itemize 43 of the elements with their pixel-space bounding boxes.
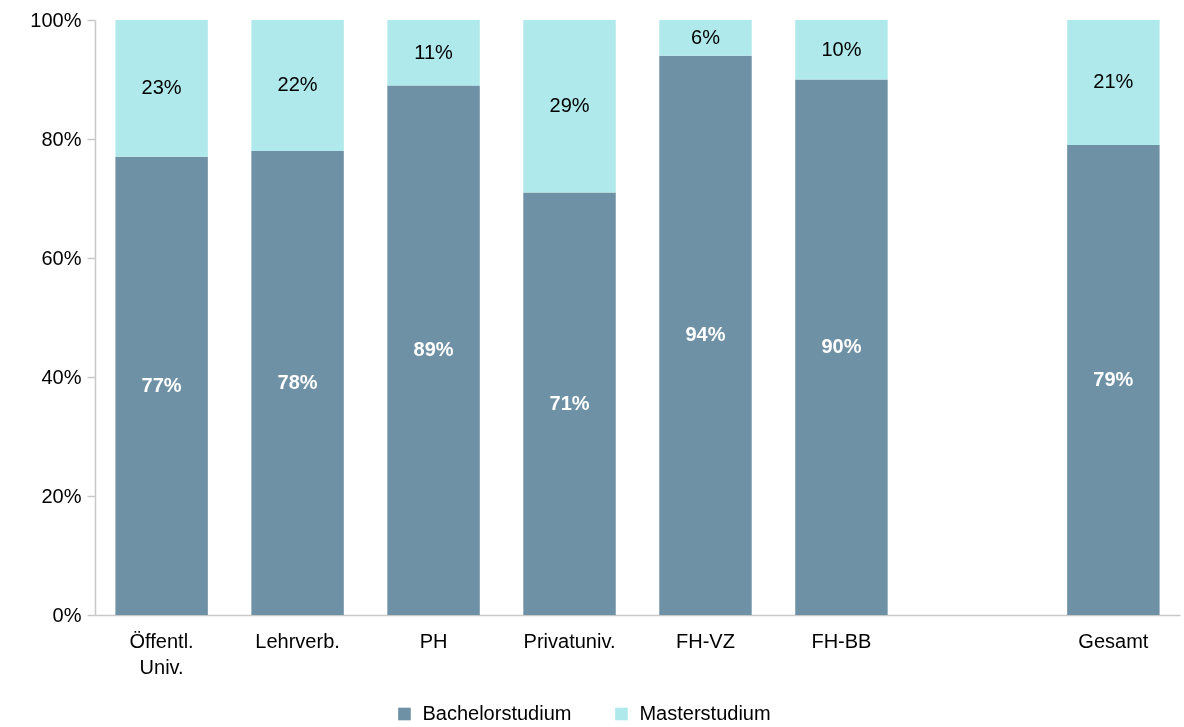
x-tick-label: Gesamt xyxy=(1078,629,1149,652)
bar xyxy=(659,20,752,56)
bar xyxy=(795,79,888,615)
x-tick-label: Privatuniv. xyxy=(523,629,616,652)
legend-label: Masterstudium xyxy=(639,702,771,724)
y-tick-label: 0% xyxy=(52,603,82,626)
y-tick-label: 100% xyxy=(30,8,82,31)
bar xyxy=(1067,144,1160,615)
x-tick-label: Öffentl. Univ. xyxy=(129,629,194,678)
y-tick-label: 60% xyxy=(41,246,82,269)
x-tick-label: FH-VZ xyxy=(676,629,735,652)
legend-label: Bachelorstudium xyxy=(422,702,572,724)
bar xyxy=(659,55,752,615)
data-label: 10% xyxy=(821,37,862,60)
data-label: 89% xyxy=(413,338,454,361)
x-tick-label: PH xyxy=(419,629,448,652)
bar xyxy=(387,85,480,615)
bar xyxy=(523,192,616,615)
y-tick-label: 40% xyxy=(41,365,82,388)
data-label: 6% xyxy=(691,25,721,48)
bar xyxy=(115,20,208,157)
bar xyxy=(387,20,480,86)
data-label: 23% xyxy=(141,76,182,99)
y-tick-label: 20% xyxy=(41,484,82,507)
data-label: 29% xyxy=(549,94,590,117)
x-tick-label: FH-BB xyxy=(811,629,872,652)
data-label: 77% xyxy=(141,373,182,396)
data-label: 21% xyxy=(1093,70,1134,93)
data-label: 94% xyxy=(685,323,726,346)
bar xyxy=(1067,20,1160,145)
bar xyxy=(523,20,616,193)
data-label: 90% xyxy=(821,335,862,358)
data-label: 79% xyxy=(1093,367,1134,390)
bar xyxy=(251,150,344,615)
data-label: 71% xyxy=(549,391,590,414)
x-tick-label: Lehrverb. xyxy=(255,629,340,652)
y-tick-label: 80% xyxy=(41,127,82,150)
bar xyxy=(251,20,344,151)
data-label: 11% xyxy=(414,40,454,63)
bar xyxy=(795,20,888,80)
data-label: 22% xyxy=(277,73,318,96)
bar xyxy=(115,156,208,615)
data-label: 78% xyxy=(277,370,318,393)
